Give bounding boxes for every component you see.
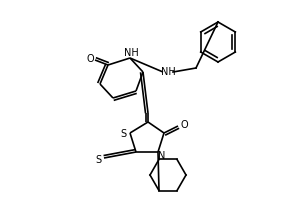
Text: O: O <box>180 120 188 130</box>
Text: S: S <box>120 129 126 139</box>
Text: N: N <box>158 151 166 161</box>
Text: O: O <box>86 54 94 64</box>
Text: NH: NH <box>124 48 138 58</box>
Text: S: S <box>95 155 101 165</box>
Text: NH: NH <box>160 67 175 77</box>
